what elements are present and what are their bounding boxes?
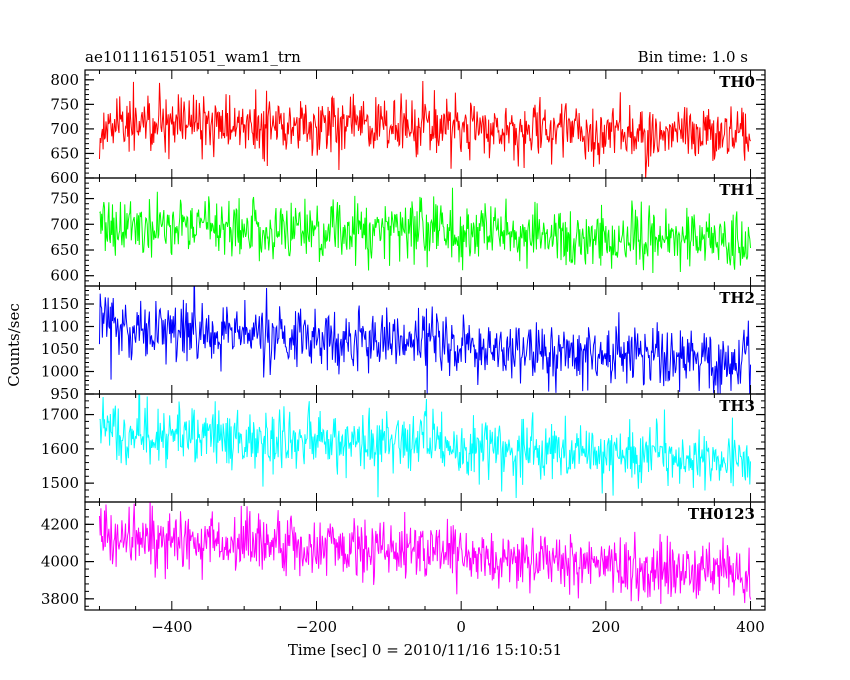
y-tick-label: 750	[50, 190, 79, 208]
x-axis: −400 −200 0 200 400	[151, 618, 765, 636]
y-tick-label: 750	[50, 95, 79, 113]
y-tick-label: 650	[50, 241, 79, 259]
y-tick-label: 3800	[41, 590, 79, 608]
series-line-th3	[99, 394, 752, 498]
y-tick-label: 700	[50, 120, 79, 138]
x-tick-label: 200	[592, 618, 621, 636]
y-tick-label: 1150	[41, 295, 79, 313]
series-line-th0	[98, 80, 751, 178]
panel-label-th2: TH2	[719, 289, 755, 307]
x-tick-label: 0	[456, 618, 466, 636]
y-tick-label: 1100	[41, 318, 79, 336]
y-tick-label: 1700	[41, 406, 79, 424]
series-line-th2	[98, 286, 752, 394]
y-tick-label: 800	[50, 71, 79, 89]
y-tick-label: 1500	[41, 474, 79, 492]
panel-label-th0123: TH0123	[688, 505, 755, 523]
y-tick-label: 600	[50, 169, 79, 187]
y-axis-label: Counts/sec	[5, 303, 23, 387]
panel-frame	[84, 393, 766, 503]
y-tick-label: 4000	[41, 553, 79, 571]
panel-th2: 950 1000 1050 1100 1150 TH2	[41, 285, 766, 403]
panel-th3: 1500 1600 1700 TH3	[41, 393, 766, 503]
x-axis-label: Time [sec] 0 = 2010/11/16 15:10:51	[288, 641, 562, 659]
panel-label-th3: TH3	[719, 397, 755, 415]
panel-frame	[84, 69, 766, 179]
panel-th0: 600 650 700 750 800 TH0	[50, 69, 766, 187]
panel-label-th1: TH1	[719, 181, 755, 199]
x-tick-label: 400	[736, 618, 765, 636]
series-line-th1	[99, 187, 752, 274]
x-tick-label: −400	[151, 618, 192, 636]
y-tick-label: 1000	[41, 363, 79, 381]
y-tick-label: 600	[50, 267, 79, 285]
y-tick-label: 650	[50, 144, 79, 162]
y-tick-label: 1050	[41, 340, 79, 358]
series-line-th0123	[98, 502, 752, 604]
y-tick-label: 1600	[41, 440, 79, 458]
y-tick-label: 700	[50, 215, 79, 233]
y-tick-label: 4200	[41, 515, 79, 533]
panel-frame	[84, 177, 766, 287]
panel-label-th0: TH0	[719, 73, 755, 91]
x-tick-label: −200	[296, 618, 337, 636]
panel-th1: 600 650 700 750 TH1	[50, 177, 766, 287]
panels-group: 600 650 700 750 800 TH0 600 650 700 750 TH1 950 1000…	[41, 69, 766, 611]
chart-title: ae101116151051_wam1_trn	[85, 48, 301, 66]
panel-th0123: 3800 4000 4200 TH0123	[41, 501, 766, 611]
y-tick-label: 950	[50, 385, 79, 403]
bin-time-label: Bin time: 1.0 s	[638, 48, 748, 66]
